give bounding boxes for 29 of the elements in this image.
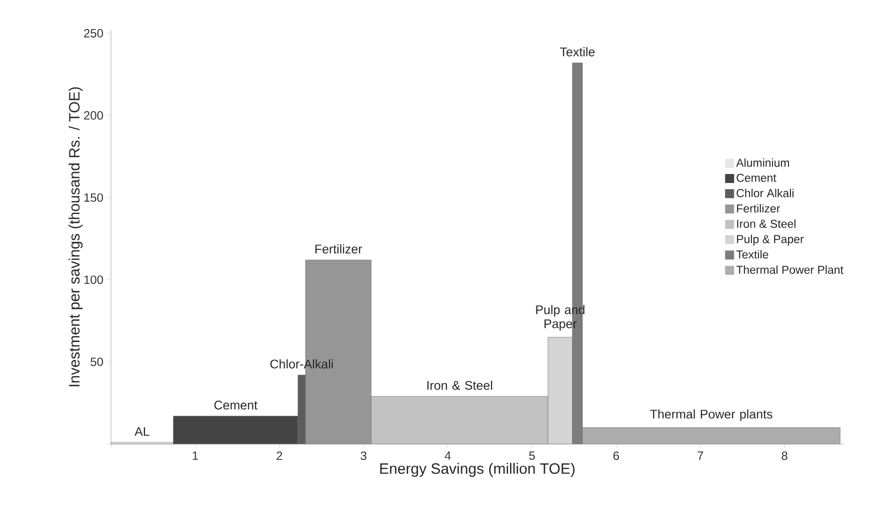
legend-label: Thermal Power Plant <box>736 265 844 274</box>
legend-label: Aluminium <box>736 158 790 167</box>
x-tick-label: 3 <box>360 452 366 460</box>
legend-label: Pulp & Paper <box>737 234 804 246</box>
y-tick-label: 50 <box>90 358 104 366</box>
y-tick-label: 100 <box>84 275 104 284</box>
legend-label: Chlor Alkali <box>736 188 794 198</box>
legend-label: Textile <box>736 250 768 259</box>
y-axis-title: Investment per savings (thousand Rs. / TOE) <box>68 87 83 386</box>
x-axis-title: Energy Savings (million TOE) <box>380 462 575 477</box>
x-tick-label: 6 <box>613 452 619 460</box>
annotation: Cement <box>214 400 258 410</box>
annotation: Thermal Power plants <box>650 409 772 422</box>
y-tick-label: 150 <box>84 193 104 202</box>
x-tick-label: 5 <box>529 452 535 460</box>
y-tick-label: 200 <box>84 111 104 120</box>
legend-label: Iron & Steel <box>737 219 796 228</box>
x-tick-label: 4 <box>444 452 451 460</box>
legend-label: Fertilizer <box>737 204 780 213</box>
x-tick-label: 8 <box>782 452 788 460</box>
annotation: AL <box>134 427 150 436</box>
x-tick-label: 1 <box>192 452 198 460</box>
legend-label: Cement <box>736 174 776 182</box>
annotation: Textile <box>560 47 595 56</box>
x-tick-label: 2 <box>276 452 282 460</box>
y-tick-label: 250 <box>84 29 104 38</box>
annotation: Iron & Steel <box>427 380 492 390</box>
annotation: Fertilizer <box>315 244 362 254</box>
x-tick-label: 7 <box>698 452 704 460</box>
